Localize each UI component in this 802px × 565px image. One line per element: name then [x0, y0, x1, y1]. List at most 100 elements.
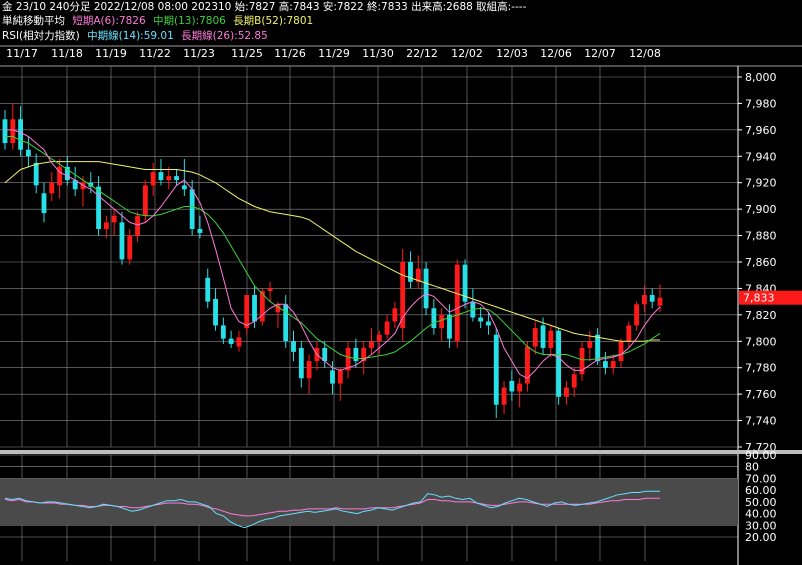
candle-body — [259, 291, 265, 322]
instrument-info: 金 23/10 240分足 2022/12/08 08:00 202310 始:… — [2, 0, 530, 14]
rsi-tick-label: 80 — [745, 461, 759, 474]
candle-body — [330, 370, 335, 384]
candle-body — [220, 325, 226, 339]
candle-body — [57, 166, 63, 186]
ma-short-line — [5, 129, 661, 379]
candle-body — [236, 337, 242, 347]
rsi-tick-label: 90.00 — [745, 449, 777, 462]
candle-body — [649, 295, 655, 302]
candle-body — [228, 338, 234, 344]
price-tick-label: 7,900 — [745, 203, 777, 216]
candle-body — [96, 186, 101, 229]
date-tick-label: 11/29 — [318, 47, 350, 60]
rsi-tick-label: 60.00 — [745, 484, 777, 497]
price-tick-label: 8,000 — [745, 71, 777, 84]
candle-body — [33, 162, 39, 186]
candle-body — [610, 361, 616, 368]
rsi-mid-label: 中期線(14):59.01 — [87, 30, 174, 42]
candle-body — [400, 262, 406, 329]
price-tick-label: 7,780 — [745, 362, 777, 375]
candle-body — [486, 321, 491, 326]
candle-body — [119, 222, 125, 260]
ma-mid-label: 中期(13):7806 — [153, 15, 226, 27]
candle-body — [181, 185, 187, 190]
candle-body — [509, 380, 515, 392]
candle-body — [135, 215, 140, 236]
ma-long-line — [4, 161, 660, 342]
candle-body — [517, 383, 523, 392]
candle-body — [72, 180, 78, 190]
candle-body — [244, 295, 250, 329]
candle-body — [431, 308, 437, 329]
date-tick-label: 11/19 — [95, 47, 127, 60]
candle-body — [345, 347, 351, 371]
candle-body — [571, 374, 577, 388]
candle-body — [41, 193, 47, 214]
candle-body — [540, 325, 546, 348]
candle-body — [111, 215, 117, 223]
candle-body — [88, 182, 94, 187]
candle-body — [306, 361, 312, 379]
candle-body — [602, 361, 608, 368]
candle-body — [205, 277, 211, 302]
candle-body — [641, 295, 647, 305]
candle-body — [25, 149, 31, 157]
ma-long-label: 長期B(52):7801 — [233, 15, 314, 27]
candle-body — [501, 387, 507, 405]
candle-body — [454, 264, 460, 342]
candle-body — [556, 330, 562, 397]
date-tick-label: 12/07 — [584, 47, 616, 60]
candle-body — [408, 262, 413, 282]
rsi-tick-label: 50.00 — [745, 496, 777, 509]
candle-body — [275, 304, 281, 313]
candle-body — [657, 297, 663, 306]
candle-body — [2, 119, 8, 144]
ma-title: 単純移動平均 — [2, 15, 65, 27]
candle-body — [283, 304, 289, 342]
candle-body — [337, 370, 343, 384]
rsi-tick-label: 20.00 — [745, 531, 777, 544]
rsi-long-label: 長期線(26):52.85 — [181, 30, 268, 42]
candle-body — [423, 268, 429, 309]
date-tick-label: 12/08 — [629, 47, 661, 60]
candle-body — [166, 176, 172, 181]
candle-body — [197, 228, 203, 233]
rsi-tick-label: 70.00 — [745, 472, 777, 485]
candle-body — [548, 330, 554, 348]
last-price-badge — [739, 290, 802, 305]
price-tick-label: 7,980 — [745, 97, 777, 110]
price-tick-label: 7,940 — [745, 150, 777, 163]
price-tick-label: 7,820 — [745, 309, 777, 322]
ma-short-label: 短期A(6):7826 — [72, 15, 146, 27]
candle-body — [103, 222, 109, 229]
rsi-title: RSI(相対力指数) — [2, 30, 80, 42]
candle-body — [361, 347, 367, 362]
candle-body — [142, 185, 148, 216]
candle-body — [579, 347, 585, 375]
date-tick-label: 12/06 — [540, 47, 572, 60]
rsi-band — [0, 478, 738, 526]
candle-body — [376, 334, 382, 342]
date-tick-label: 11/18 — [51, 47, 83, 60]
candle-body — [493, 334, 499, 405]
candle-body — [634, 304, 640, 326]
candle-body — [384, 321, 390, 335]
ma-mid-line — [5, 136, 661, 361]
price-tick-label: 7,860 — [745, 256, 777, 269]
candles — [2, 103, 663, 418]
date-tick-label: 11/25 — [231, 47, 263, 60]
rsi-tick-label: 40.00 — [745, 508, 777, 521]
candle-body — [252, 295, 257, 322]
candle-body — [595, 334, 601, 362]
candle-body — [189, 189, 195, 229]
date-tick-label: 11/26 — [274, 47, 306, 60]
price-tick-label: 7,920 — [745, 177, 777, 190]
candle-body — [564, 387, 569, 397]
candle-body — [18, 119, 24, 150]
rsi-legend: RSI(相対力指数) 中期線(14):59.01 長期線(26):52.85 — [2, 29, 272, 43]
candle-body — [587, 341, 593, 348]
candle-body — [298, 347, 304, 379]
candle-body — [439, 314, 445, 329]
date-tick-label: 12/02 — [451, 47, 483, 60]
